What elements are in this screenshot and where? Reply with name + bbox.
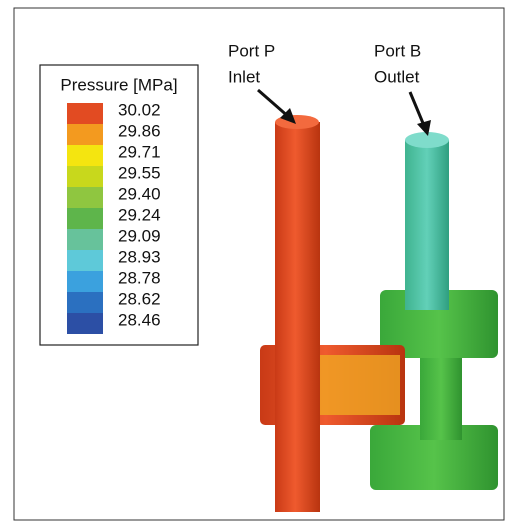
legend-swatch (67, 103, 103, 124)
legend-swatch (67, 208, 103, 229)
legend-swatch (67, 250, 103, 271)
legend-swatch (67, 229, 103, 250)
legend-label: 28.46 (118, 310, 161, 329)
legend-title: Pressure [MPa] (60, 75, 177, 94)
annotation-text: Port P (228, 41, 275, 60)
annotation: Port P Inlet Port B Outlet (228, 41, 431, 136)
legend-swatch (67, 166, 103, 187)
legend-label: 29.40 (118, 184, 161, 203)
legend-label: 29.71 (118, 142, 161, 161)
annotation-text: Port B (374, 41, 421, 60)
legend-label: 29.24 (118, 205, 161, 224)
legend-swatch (67, 271, 103, 292)
legend-label: 28.62 (118, 289, 161, 308)
legend-swatch (67, 292, 103, 313)
legend-swatch (67, 187, 103, 208)
model (260, 115, 498, 512)
legend-label: 28.78 (118, 268, 161, 287)
legend-label: 29.86 (118, 121, 161, 140)
legend-swatch (67, 313, 103, 334)
legend-label: 29.09 (118, 226, 161, 245)
legend-swatch (67, 124, 103, 145)
legend-swatch (67, 145, 103, 166)
legend-label: 30.02 (118, 100, 161, 119)
figure: Port P Inlet Port B Outlet Pressure [MPa… (0, 0, 515, 525)
legend-label: 29.55 (118, 163, 161, 182)
annotation-text: Inlet (228, 67, 260, 86)
annotation-text: Outlet (374, 67, 420, 86)
legend-label: 28.93 (118, 247, 161, 266)
